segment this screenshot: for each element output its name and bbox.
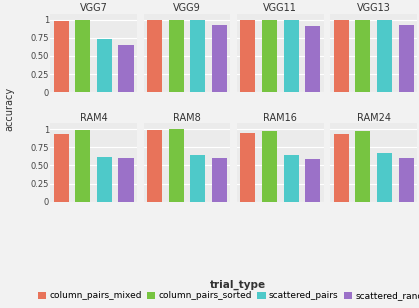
Title: VGG7: VGG7 <box>80 3 107 13</box>
Bar <box>190 155 205 202</box>
Bar <box>355 20 370 92</box>
Bar <box>240 133 256 202</box>
Title: VGG13: VGG13 <box>357 3 391 13</box>
Title: RAM16: RAM16 <box>264 113 297 123</box>
Title: VGG11: VGG11 <box>264 3 297 13</box>
Bar <box>334 134 349 202</box>
Bar <box>190 20 205 92</box>
Title: RAM8: RAM8 <box>173 113 201 123</box>
Bar <box>147 20 162 92</box>
Bar <box>119 45 134 92</box>
Bar <box>147 130 162 202</box>
Bar <box>168 20 184 92</box>
Title: RAM4: RAM4 <box>80 113 107 123</box>
Bar <box>97 157 112 202</box>
Bar <box>284 155 299 202</box>
Bar <box>262 131 277 202</box>
Bar <box>398 157 414 202</box>
Bar <box>75 20 90 92</box>
Bar <box>334 20 349 92</box>
Bar <box>377 20 392 92</box>
Legend: column_pairs_mixed, column_pairs_sorted, scattered_pairs, scattered_random: column_pairs_mixed, column_pairs_sorted,… <box>38 279 419 300</box>
Bar <box>212 158 227 202</box>
Bar <box>168 129 184 202</box>
Title: RAM24: RAM24 <box>357 113 391 123</box>
Text: accuracy: accuracy <box>4 87 14 132</box>
Title: VGG9: VGG9 <box>173 3 201 13</box>
Bar <box>54 134 69 202</box>
Bar <box>240 20 256 92</box>
Bar <box>355 132 370 202</box>
Bar <box>262 20 277 92</box>
Bar <box>305 159 320 202</box>
Bar <box>97 39 112 92</box>
Bar <box>212 26 227 92</box>
Bar <box>377 153 392 202</box>
Bar <box>398 25 414 92</box>
Bar <box>54 21 69 92</box>
Bar <box>119 158 134 202</box>
Bar <box>305 26 320 92</box>
Bar <box>284 20 299 92</box>
Bar <box>75 130 90 202</box>
